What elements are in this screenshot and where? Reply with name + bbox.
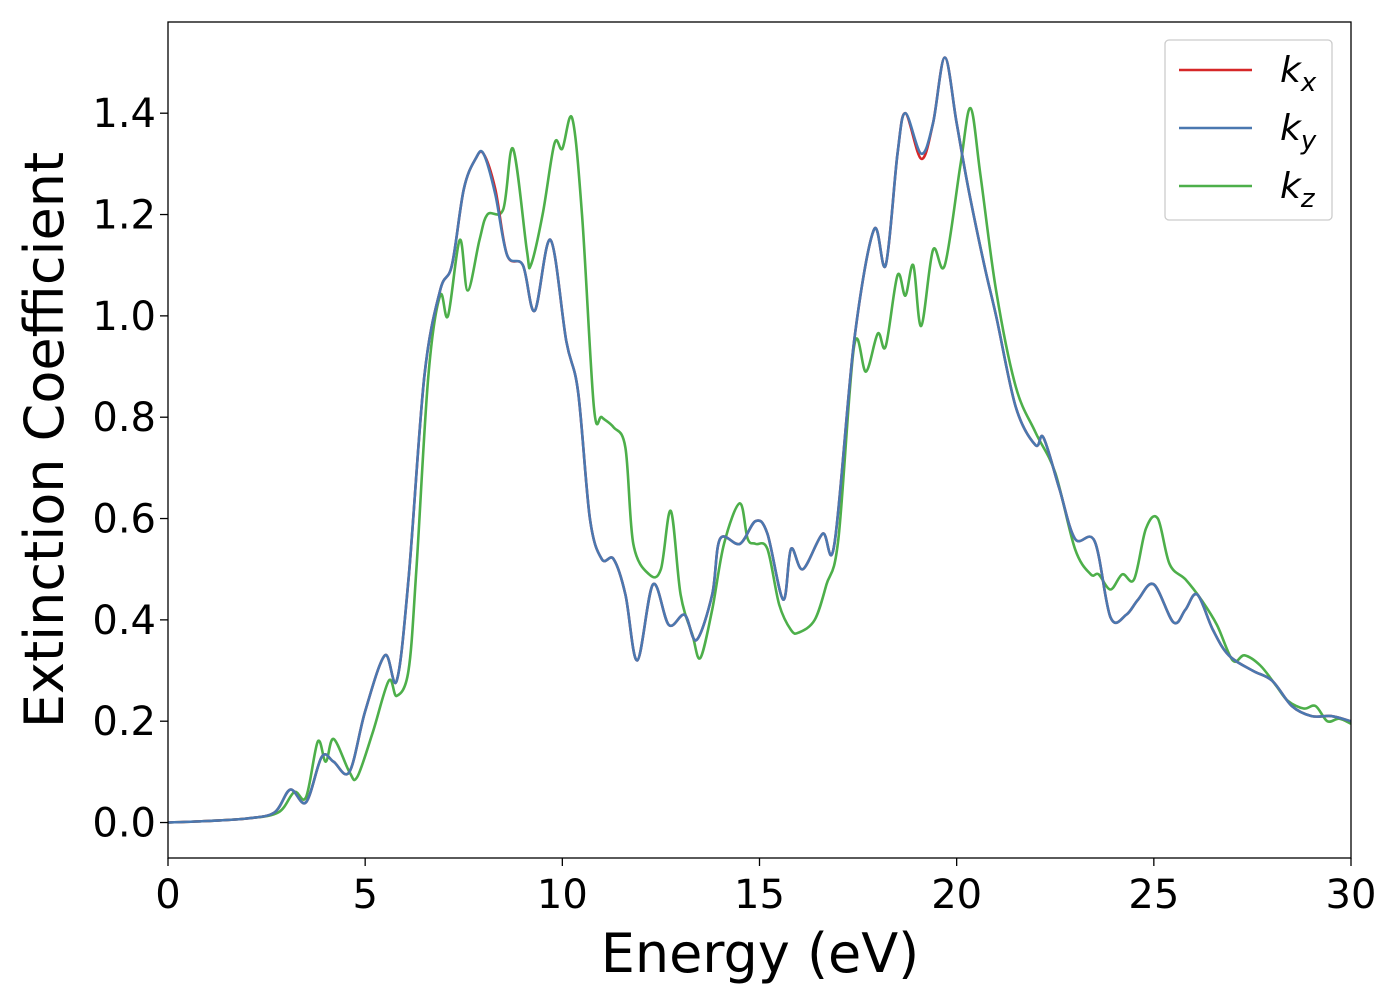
legend-label-kx: kx (1280, 50, 1317, 98)
series-layer (167, 56, 1352, 824)
x-tick-label: 30 (1326, 872, 1377, 918)
x-tick-label: 20 (931, 872, 982, 918)
y-axis: 0.0 0.2 0.4 0.6 0.8 1.0 1.2 1.4 (92, 91, 168, 847)
y-tick-label: 0.0 (92, 801, 156, 847)
y-tick-label: 1.0 (92, 294, 156, 340)
y-tick-label: 0.2 (92, 699, 156, 745)
y-axis-title: Extinction Coefficient (13, 152, 76, 728)
x-tick-label: 15 (734, 872, 785, 918)
legend-frame (1164, 39, 1333, 221)
x-axis-title: Energy (eV) (601, 922, 920, 985)
legend-label-subscript: y (1300, 126, 1317, 156)
y-tick-label: 0.6 (92, 497, 156, 543)
legend-label-base: k (1280, 50, 1303, 91)
legend-label-subscript: z (1300, 184, 1316, 214)
y-tick-label: 0.4 (92, 598, 156, 644)
legend-label-base: k (1280, 108, 1303, 149)
x-tick-label: 10 (537, 872, 588, 918)
legend-label-ky: ky (1280, 108, 1317, 156)
series-line-ky (167, 56, 1352, 824)
series-line-kz (167, 106, 1352, 824)
x-axis: 0 5 10 15 20 25 30 (155, 858, 1376, 918)
x-tick-label: 0 (155, 872, 180, 918)
y-tick-label: 1.4 (92, 91, 156, 137)
x-tick-label: 5 (352, 872, 377, 918)
legend-label-subscript: x (1300, 68, 1317, 98)
plot-area (168, 22, 1351, 858)
legend-label-kz: kz (1280, 166, 1316, 214)
legend-label-base: k (1280, 166, 1303, 207)
x-tick-label: 25 (1128, 872, 1179, 918)
y-tick-label: 0.8 (92, 395, 156, 441)
y-tick-label: 1.2 (92, 193, 156, 239)
